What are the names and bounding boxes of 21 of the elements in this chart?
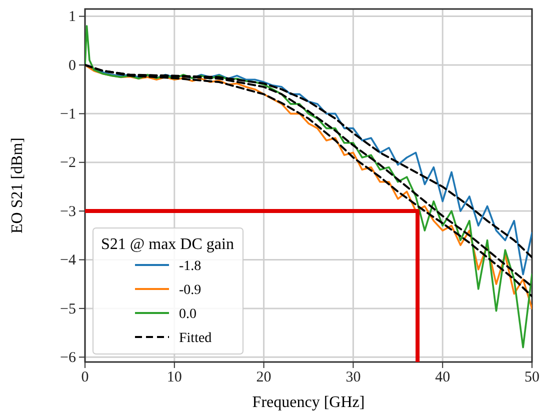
y-tick-label: −2 — [60, 155, 76, 172]
legend-label: Fitted — [179, 331, 212, 346]
y-tick-label: −3 — [60, 204, 76, 220]
x-tick-label: 30 — [346, 370, 361, 386]
y-axis-title: EO S21 [dBm] — [9, 138, 26, 234]
legend-label: -1.8 — [179, 259, 202, 274]
legend-label: 0.0 — [179, 307, 196, 322]
x-tick-label: 20 — [256, 370, 272, 386]
y-tick-label: 1 — [68, 9, 76, 26]
x-tick-label: 0 — [81, 370, 89, 386]
x-axis-title: Frequency [GHz] — [252, 394, 365, 411]
legend-title: S21 @ max DC gain — [101, 236, 234, 253]
x-tick-label: 40 — [435, 370, 450, 386]
legend-label: -0.9 — [179, 283, 202, 298]
y-tick-label: −5 — [60, 301, 76, 318]
y-tick-label: 0 — [68, 58, 76, 74]
x-tick-label: 50 — [524, 370, 540, 386]
x-tick-label: 10 — [166, 370, 182, 386]
y-tick-label: −1 — [60, 106, 76, 122]
y-tick-label: −4 — [60, 252, 76, 269]
y-tick-label: −6 — [60, 350, 76, 366]
